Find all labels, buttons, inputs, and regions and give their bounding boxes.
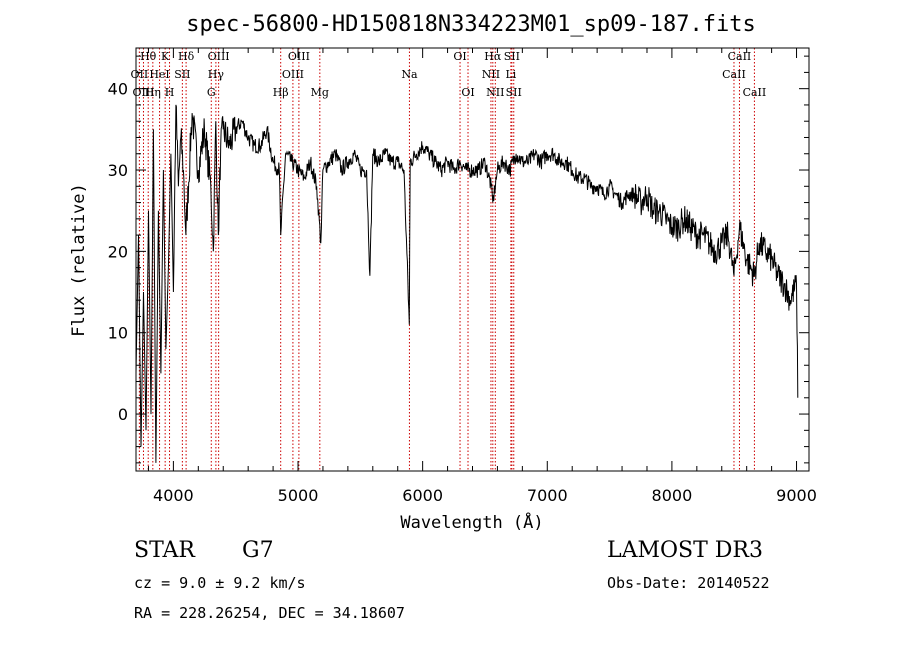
x-axis-label: Wavelength (Å)	[400, 511, 543, 533]
reference-line-label-21: NII	[486, 86, 504, 99]
y-tick-label-10: 10	[108, 324, 128, 343]
reference-line-label-22: Li	[505, 68, 516, 81]
redshift-velocity: cz = 9.0 ± 9.2 km/s	[134, 574, 306, 592]
reference-line-label-25: CaII	[722, 68, 746, 81]
y-axis-ticks: 0 10 20 30 40	[108, 55, 809, 464]
y-tick-label-40: 40	[108, 80, 128, 99]
y-tick-label-30: 30	[108, 161, 128, 180]
spectrum-line	[135, 104, 799, 463]
plot-frame	[135, 47, 810, 472]
reference-line-label-20: Hα	[484, 50, 502, 63]
observation-date: Obs-Date: 20140522	[607, 574, 770, 592]
y-tick-label-20: 20	[108, 242, 128, 261]
reference-line-label-15: Mg	[311, 86, 329, 99]
object-subclass: G7	[242, 538, 274, 563]
reference-line-label-5: K	[161, 50, 170, 63]
reference-line-label-24: SII	[506, 86, 522, 99]
reference-line-label-2: OIII	[132, 86, 154, 99]
x-tick-label-5000: 5000	[278, 486, 319, 505]
survey-name: LAMOST DR3	[607, 538, 763, 563]
x-tick-label-6000: 6000	[402, 486, 443, 505]
reference-line-label-18: OI	[461, 86, 474, 99]
reference-line-label-14: OIII	[288, 50, 310, 63]
reference-line-label-16: Na	[401, 68, 418, 81]
reference-line-label-6: H	[165, 86, 175, 99]
reference-line-label-9: OIII	[208, 50, 230, 63]
reference-line-label-11: G	[207, 86, 216, 99]
object-class: STAR	[134, 538, 195, 563]
coordinates: RA = 228.26254, DEC = 34.18607	[134, 604, 405, 622]
x-axis-ticks: 4000 5000 6000 7000 8000 9000	[147, 48, 817, 505]
reference-line-label-7: SII	[174, 68, 190, 81]
reference-line-label-23: SII	[504, 50, 520, 63]
chart-title: spec-56800-HD150818N334223M01_sp09-187.f…	[186, 12, 756, 37]
reference-line-label-1: OII	[131, 68, 149, 81]
y-tick-label-0: 0	[118, 405, 128, 424]
reference-line-label-17: OI	[453, 50, 466, 63]
x-tick-label-4000: 4000	[153, 486, 194, 505]
y-axis-label: Flux (relative)	[69, 183, 89, 337]
x-tick-label-8000: 8000	[652, 486, 693, 505]
reference-line-label-4: HeI	[149, 68, 169, 81]
reference-line-label-27: CaII	[743, 86, 767, 99]
reference-line-label-0: Hθ	[140, 50, 157, 63]
reference-line-label-3: Hη	[145, 86, 161, 99]
reference-line-label-8: Hδ	[178, 50, 195, 63]
x-tick-label-9000: 9000	[776, 486, 817, 505]
reference-line-label-26: CaII	[728, 50, 752, 63]
reference-line-label-19: NII	[482, 68, 500, 81]
reference-line-label-12: Hβ	[273, 86, 289, 99]
reference-line-label-10: Hγ	[208, 68, 225, 81]
reference-line-label-13: OIII	[282, 68, 304, 81]
reference-lines	[138, 48, 755, 471]
x-tick-label-7000: 7000	[527, 486, 568, 505]
spectrum-series	[135, 104, 799, 463]
